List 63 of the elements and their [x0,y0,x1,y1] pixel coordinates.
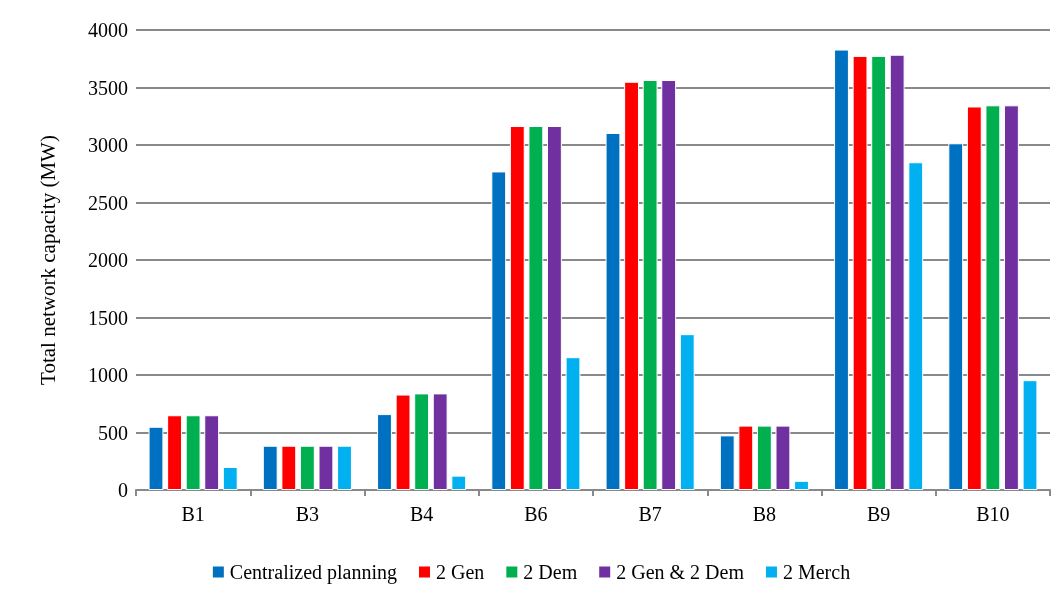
y-tick-label: 2000 [88,249,128,271]
bar [624,81,639,490]
y-tick-label: 3500 [88,76,128,99]
y-tick-label: 2500 [88,191,128,214]
bar [908,162,924,490]
y-tick-label: 3000 [88,134,128,156]
bar [281,445,297,490]
bar [222,467,238,490]
bar [377,414,392,490]
x-tick-label: B10 [976,503,1010,525]
bar [852,55,868,490]
x-tick-label: B1 [181,503,205,525]
y-tick-label: 1500 [88,306,128,329]
bar [985,105,1001,490]
bar [871,55,887,490]
bar [167,415,182,490]
bar [204,415,220,490]
y-tick-label: 4000 [88,19,128,41]
bar [509,126,525,490]
x-tick-label: B8 [752,503,777,525]
bar [834,49,849,490]
bar [185,415,201,490]
bar [756,425,772,490]
bar [395,394,411,490]
bar [491,171,507,490]
bar [451,475,467,490]
bar [889,54,905,490]
bar [432,393,448,490]
bar [1004,105,1019,490]
x-tick-label: B7 [638,503,662,525]
bar [337,445,352,490]
bar [414,393,430,490]
bar [738,425,754,490]
y-axis-title: Total network capacity (MW) [35,135,60,385]
legend-label: 2 Gen & 2 Dem [616,561,745,583]
x-tick-label: B4 [409,503,434,525]
x-tick-label: B9 [866,503,891,525]
bar [948,143,964,490]
legend-label: Centralized planning [229,561,398,584]
bar [679,334,695,490]
y-tick-label: 1000 [88,364,128,386]
bar [318,445,334,490]
bar [547,126,562,490]
bar [299,445,315,490]
y-tick-label: 500 [98,421,128,444]
bar [775,425,791,490]
bar [148,426,164,490]
legend-label: 2 Dem [523,561,578,583]
bar [605,132,621,490]
legend-label: 2 Merch [782,561,851,583]
bar [565,357,581,490]
bar [528,126,544,490]
bar [661,80,677,490]
bar [1022,380,1038,490]
bar [262,445,278,490]
x-tick-label: B3 [295,503,320,525]
bar [642,80,658,490]
y-tick-label: 0 [118,479,128,501]
legend-label: 2 Gen [436,561,485,583]
bar [794,480,809,490]
bar [719,435,735,490]
bar [966,106,982,490]
x-tick-label: B6 [524,503,548,525]
